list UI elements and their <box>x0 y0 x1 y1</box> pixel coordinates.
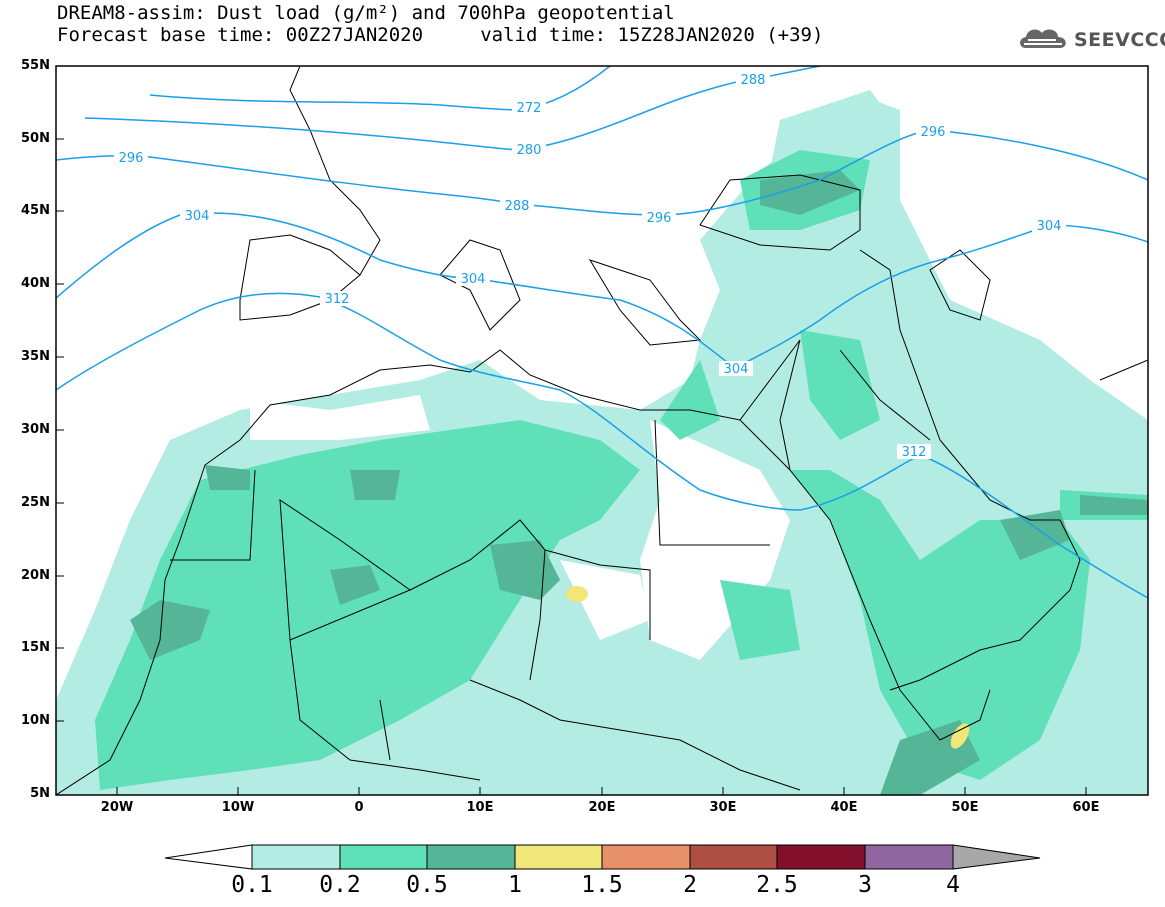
contour-label: 312 <box>902 445 927 460</box>
colorbar-label: 2 <box>683 872 697 898</box>
lat-label: 25N <box>21 495 50 510</box>
colorbar-bin <box>514 844 603 870</box>
lat-label: 5N <box>30 786 50 801</box>
lon-label: 0 <box>354 800 364 815</box>
contour-label: 296 <box>921 125 946 140</box>
lat-label: 55N <box>21 58 50 73</box>
colorbar-label: 3 <box>858 872 872 898</box>
colorbar-label: 0.1 <box>231 872 273 898</box>
colorbar-label: 0.2 <box>319 872 361 898</box>
lat-label: 45N <box>21 203 50 218</box>
colorbar-over-triangle <box>952 844 1041 870</box>
lon-label: 20E <box>588 800 616 815</box>
title-line-2: Forecast base time: 00Z27JAN2020 valid t… <box>57 24 824 46</box>
lon-label: 60E <box>1072 800 1100 815</box>
lat-label: 20N <box>21 568 50 583</box>
contour-label: 304 <box>461 272 486 287</box>
colorbar-bin <box>601 844 691 870</box>
colorbar-label: 1.5 <box>581 872 623 898</box>
logo-text: SEEVCCC <box>1074 29 1165 51</box>
contour-label: 296 <box>119 151 144 166</box>
axis-ticks <box>56 65 1087 795</box>
lon-label: 10W <box>221 800 255 815</box>
colorbar <box>164 844 1041 870</box>
lon-label: 40E <box>830 800 858 815</box>
seevccc-logo: SEEVCCC <box>1016 22 1165 58</box>
lon-label: 10E <box>466 800 494 815</box>
colorbar-label: 1 <box>508 872 522 898</box>
map-content: 272 280 288 288 296 296 296 304 304 304 … <box>56 66 1148 795</box>
lon-label: 50E <box>951 800 979 815</box>
lat-label: 10N <box>21 713 50 728</box>
contour-label: 304 <box>1037 219 1062 234</box>
lat-label: 40N <box>21 276 50 291</box>
contour-label-group: 272 280 288 288 296 296 296 304 304 304 … <box>114 72 1066 460</box>
contour-label: 288 <box>741 73 766 88</box>
colorbar-bin <box>689 844 778 870</box>
lat-label: 30N <box>21 422 50 437</box>
lon-label: 30E <box>709 800 737 815</box>
lat-label: 35N <box>21 349 50 364</box>
colorbar-bin <box>339 844 428 870</box>
colorbar-bin <box>864 844 954 870</box>
contour-label: 296 <box>647 211 672 226</box>
colorbar-label: 2.5 <box>756 872 798 898</box>
contour-label: 304 <box>185 209 210 224</box>
lon-label: 20W <box>100 800 134 815</box>
dust-shading-high <box>566 586 970 749</box>
lat-label: 50N <box>21 131 50 146</box>
colorbar-bin <box>426 844 516 870</box>
colorbar-under-triangle <box>164 844 253 870</box>
colorbar-bin <box>251 844 341 870</box>
lat-label: 15N <box>21 640 50 655</box>
contour-label: 312 <box>325 292 350 307</box>
colorbar-bin <box>776 844 866 870</box>
colorbar-label: 4 <box>946 872 960 898</box>
cloud-icon <box>1016 24 1070 56</box>
contour-label: 288 <box>505 199 530 214</box>
coastlines <box>56 66 1148 795</box>
colorbar-label: 0.5 <box>406 872 448 898</box>
title-line-1: DREAM8-assim: Dust load (g/m²) and 700hP… <box>57 2 675 24</box>
contour-label: 304 <box>724 362 749 377</box>
contour-label: 272 <box>517 101 542 116</box>
contour-label: 280 <box>517 143 542 158</box>
